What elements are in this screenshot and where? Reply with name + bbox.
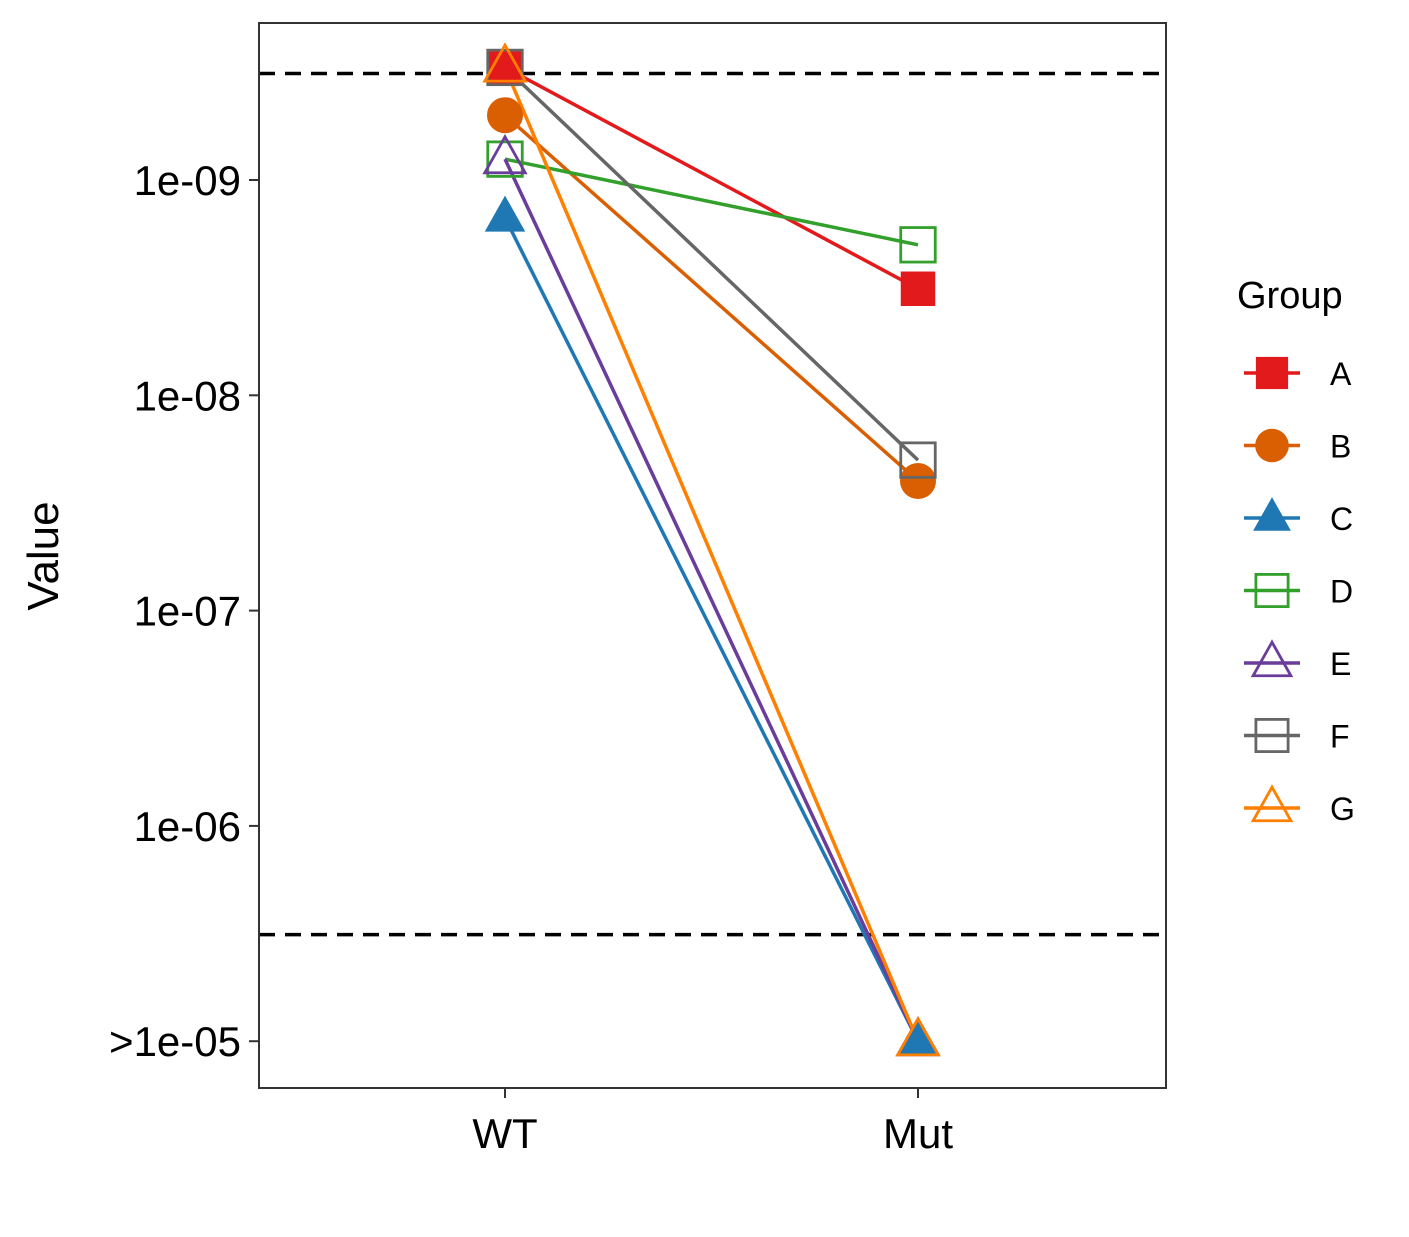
legend-title: Group [1237,275,1343,317]
y-axis: 1e-09 1e-08 1e-07 1e-06 >1e-05 [109,157,259,1065]
legend-key-marker [1250,784,1294,823]
series-line-E [503,158,920,1042]
legend-item-D: D [1244,573,1353,610]
legend-key-marker [1254,573,1290,609]
legend-label: A [1330,356,1352,392]
data-point-B-WT [487,97,523,134]
legend-item-C: C [1244,497,1353,537]
reference-lines [259,71,1166,937]
legend-label: B [1330,429,1351,465]
data-point-F-WT [486,48,524,87]
x-tick-label: WT [472,1110,537,1157]
data-point-G-Mut [895,1016,941,1057]
legend-item-A: A [1244,356,1352,392]
legend-item-G: G [1244,784,1355,827]
y-tick-label: 1e-07 [134,588,241,635]
x-tick-label: Mut [883,1110,953,1157]
y-tick-label: 1e-08 [134,372,241,419]
legend-key-marker [1255,428,1289,463]
series-points [482,42,941,1057]
series-line-C [503,217,920,1042]
legend: A BC DE FG [1244,356,1355,827]
y-tick-label: 1e-06 [134,803,241,850]
series-line-G [503,66,920,1042]
y-axis-title: Value [19,501,68,610]
panel-border [258,22,1167,1089]
data-point-F-Mut [899,441,937,479]
series-line-A [504,65,919,291]
x-axis: WT Mut [472,1088,953,1157]
data-point-D-WT [486,140,524,178]
legend-key-marker [1254,718,1290,754]
series-lines [503,65,920,1042]
legend-label: F [1330,719,1350,755]
series-line-D [504,157,919,247]
legend-label: D [1330,574,1353,610]
data-point-B-Mut [900,462,936,499]
legend-key-marker [1250,639,1294,678]
data-point-E-WT [482,133,528,175]
legend-item-E: E [1244,639,1351,682]
legend-item-B: B [1244,429,1351,465]
legend-label: G [1330,791,1355,827]
y-tick-label: >1e-05 [109,1018,241,1065]
data-point-D-Mut [899,226,937,264]
legend-label: E [1330,646,1351,682]
data-point-A-Mut [900,271,936,307]
data-point-G-WT [482,42,528,83]
legend-label: C [1330,501,1353,537]
legend-key-marker [1255,356,1289,390]
data-point-C-Mut [897,1018,939,1055]
series-line-B [503,113,920,483]
legend-key-marker [1253,497,1291,531]
y-tick-label: 1e-09 [134,157,241,204]
data-point-C-WT [484,195,526,232]
legend-item-F: F [1244,718,1350,755]
series-line-F [503,66,920,462]
